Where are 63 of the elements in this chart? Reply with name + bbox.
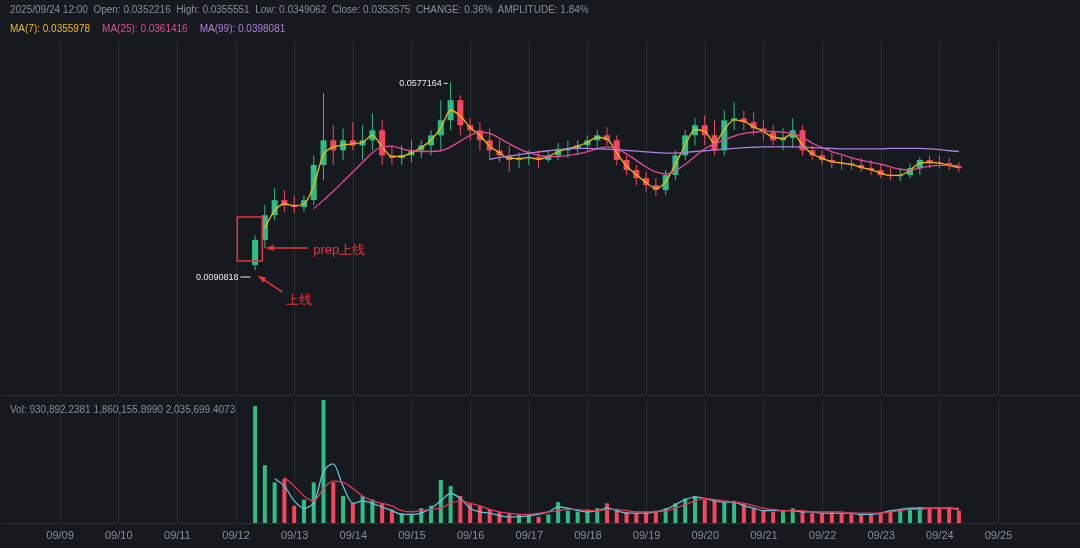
x-tick-label: 09/16	[456, 528, 485, 541]
x-tick-label: 09/22	[808, 528, 837, 541]
x-tick-label: 09/17	[515, 528, 544, 541]
bar	[790, 508, 795, 523]
bar	[927, 508, 932, 523]
x-tick-label: 09/20	[691, 528, 720, 541]
bar	[810, 513, 815, 523]
x-tick-label: 09/25	[984, 528, 1013, 541]
x-tick-label: 09/09	[46, 528, 74, 541]
bar	[331, 482, 336, 523]
bar	[771, 511, 776, 523]
bar	[595, 508, 600, 523]
x-tick-label: 09/11	[164, 528, 191, 541]
x-tick-label: 09/14	[339, 528, 368, 541]
bar	[262, 465, 267, 523]
x-tick-label: 09/12	[222, 528, 250, 541]
bar	[575, 511, 580, 523]
bar	[614, 510, 619, 523]
bar	[565, 510, 570, 523]
x-tick-label: 09/24	[926, 528, 954, 541]
bar	[301, 499, 306, 523]
bar	[536, 516, 541, 523]
bar	[780, 510, 785, 523]
text: 2025/09/24 12:00 Open: 0.0352216 High: 0.0355551 Low: 0.0349062 Close: 0.0353575 CHANGE: 0.36% AMPLITUDE: 1.84%	[10, 4, 589, 15]
bar	[702, 499, 707, 523]
bar	[438, 479, 443, 523]
x-tick-label: 09/18	[574, 528, 602, 541]
x-tick-label: 09/10	[104, 528, 133, 541]
bar	[311, 482, 316, 523]
x-tick-label: 09/13	[280, 528, 309, 541]
bar	[800, 511, 805, 523]
bar	[526, 515, 531, 523]
bar	[292, 505, 297, 523]
bar	[253, 406, 258, 523]
x-tick-label: 09/21	[750, 528, 778, 541]
annotation: 0.0090818	[195, 272, 239, 283]
bar	[341, 495, 346, 523]
annotation: Vol: 930,892.2381 1,860,155.8990 2,035,699.4073	[10, 404, 236, 415]
bar	[448, 486, 453, 523]
bar	[761, 510, 766, 523]
bar	[546, 514, 551, 523]
bar	[956, 510, 961, 523]
annotation: 0.0577164	[399, 78, 442, 89]
annotation: 上线	[286, 292, 313, 308]
bar	[722, 502, 727, 523]
text: MA(7): 0.0355978	[10, 23, 91, 34]
bar	[751, 508, 756, 523]
bar	[732, 500, 737, 523]
x-tick-label: 09/23	[867, 528, 895, 541]
bar	[321, 400, 326, 523]
bar	[350, 503, 355, 523]
bar	[947, 507, 952, 523]
x-tick-label: 09/19	[632, 528, 661, 541]
bar	[692, 495, 697, 523]
annotation: prep上线	[313, 241, 366, 257]
bar	[282, 478, 287, 523]
x-tick-label: 09/15	[398, 528, 426, 541]
bar	[712, 500, 717, 523]
bar	[937, 508, 942, 523]
bar	[272, 482, 277, 523]
text: MA(99): 0.0398081	[199, 23, 286, 34]
bar	[605, 503, 609, 523]
text: MA(25): 0.0361416	[102, 23, 188, 34]
